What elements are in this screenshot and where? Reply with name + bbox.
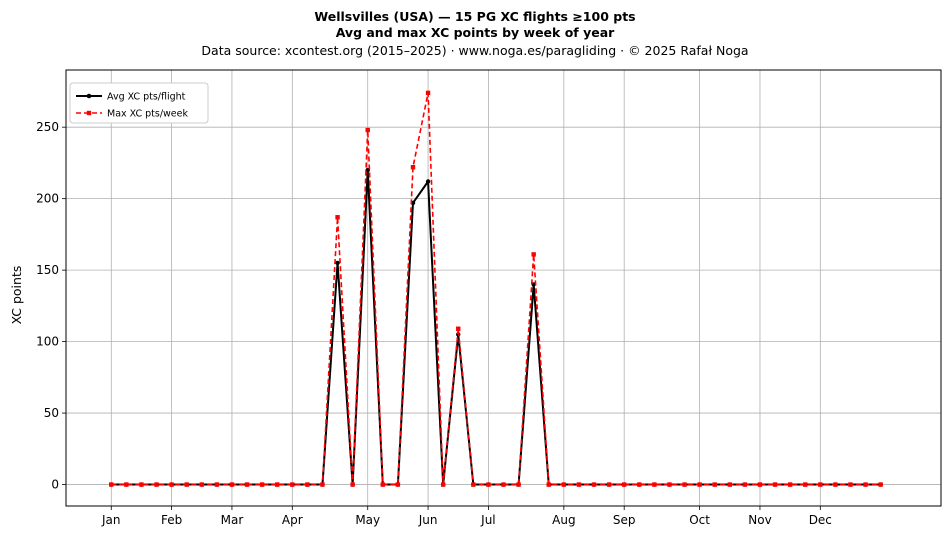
x-tick-label: May [355, 513, 380, 527]
max-point [425, 90, 431, 96]
legend-box [69, 82, 209, 124]
max-point [335, 215, 340, 220]
legend-avg-label: Avg XC pts/flight [107, 92, 186, 103]
x-tick-label: Feb [161, 513, 182, 527]
grid [66, 70, 941, 506]
max-point [606, 482, 612, 487]
x-tick-label: Jun [418, 513, 438, 527]
max-point [531, 252, 536, 257]
chart-subtitle: Avg and max XC points by week of year [336, 25, 615, 40]
max-point [244, 482, 250, 487]
max-point [652, 482, 657, 487]
max-point [742, 482, 748, 487]
plot-frame [65, 69, 942, 507]
max-point [818, 482, 823, 487]
max-point [591, 482, 597, 487]
max-point [682, 482, 687, 487]
y-tick-label: 200 [36, 192, 59, 206]
max-point [124, 482, 129, 487]
x-tick-label: Sep [613, 513, 636, 527]
x-tick-label: Jan [101, 513, 121, 527]
max-point [863, 482, 868, 487]
max-point [848, 482, 853, 487]
max-point [787, 482, 793, 487]
chart-title: Wellsvilles (USA) — 15 PG XC flights ≥10… [314, 9, 635, 24]
max-point [365, 127, 370, 133]
max-point [803, 482, 808, 487]
max-point [727, 482, 732, 487]
max-point [637, 482, 642, 487]
max-point [440, 482, 446, 487]
max-point [350, 482, 355, 487]
series-layer [109, 90, 883, 487]
max-point [410, 165, 416, 170]
max-point [259, 482, 265, 487]
x-tick-label: Nov [748, 513, 771, 527]
max-point [305, 482, 310, 487]
max-point [516, 482, 521, 487]
y-tick-label: 0 [51, 478, 59, 492]
max-point [456, 326, 461, 331]
max-point [290, 482, 295, 487]
max-point [184, 482, 189, 487]
max-point [395, 482, 401, 487]
max-point [471, 482, 476, 487]
legend-max-marker [86, 110, 92, 116]
x-tick-label: Dec [809, 513, 832, 527]
y-tick-label: 100 [36, 335, 59, 349]
legend-avg-marker [86, 93, 92, 99]
max-point [486, 482, 491, 487]
avg-point [425, 179, 431, 184]
x-tick-label: Aug [552, 513, 575, 527]
max-series-line [111, 92, 881, 486]
avg-point [335, 260, 340, 266]
max-point [501, 482, 506, 487]
x-tick-label: Oct [689, 513, 710, 527]
y-tick-label: 50 [44, 406, 59, 420]
max-point [561, 482, 567, 487]
y-tick-label: 250 [36, 120, 59, 134]
max-point [275, 482, 280, 487]
max-point [621, 482, 627, 487]
max-point [109, 482, 114, 487]
max-point [757, 482, 763, 487]
max-point [667, 482, 672, 487]
max-point [199, 482, 204, 487]
max-point [139, 482, 144, 487]
max-point [576, 482, 582, 487]
x-tick-label: Jul [480, 513, 495, 527]
avg-series-line [111, 169, 881, 486]
x-tick-label: Apr [282, 513, 303, 527]
max-point [380, 482, 386, 487]
max-point [833, 482, 838, 487]
max-point [712, 482, 717, 487]
legend: Avg XC pts/flight Max XC pts/week [69, 82, 209, 124]
legend-max-label: Max XC pts/week [107, 109, 188, 120]
max-point [697, 482, 702, 487]
max-point [878, 482, 883, 487]
max-point [772, 482, 778, 487]
chart-source-line: Data source: xcontest.org (2015–2025) · … [201, 43, 748, 58]
max-point [214, 482, 220, 487]
y-axis-label: XC points [9, 266, 24, 325]
y-tick-label: 150 [36, 263, 59, 277]
max-point [229, 482, 235, 487]
axes: 0 50 100 150 200 250 Jan Feb Mar Apr May Jun Jul Aug S… [36, 120, 832, 527]
max-point [320, 482, 325, 487]
x-tick-label: Mar [221, 513, 244, 527]
max-point [546, 482, 551, 487]
max-point [169, 482, 174, 487]
max-point [154, 482, 159, 487]
